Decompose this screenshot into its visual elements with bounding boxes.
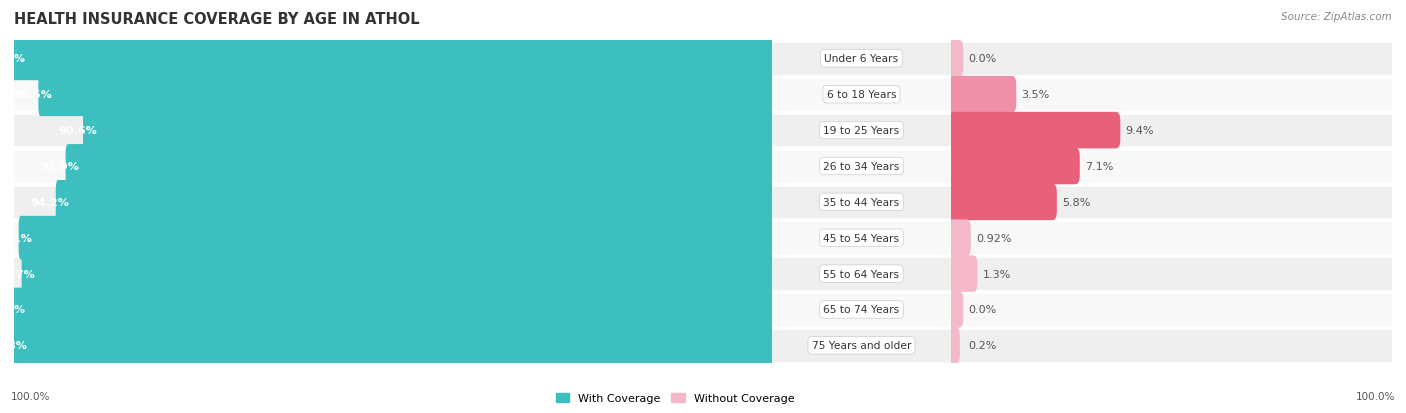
FancyBboxPatch shape [948, 41, 963, 78]
Text: 19 to 25 Years: 19 to 25 Years [824, 126, 900, 136]
Bar [950, 44, 1392, 74]
Text: 26 to 34 Years: 26 to 34 Years [824, 161, 900, 171]
FancyBboxPatch shape [56, 180, 775, 224]
FancyBboxPatch shape [66, 145, 775, 188]
Text: 90.6%: 90.6% [58, 126, 97, 136]
Text: 75 Years and older: 75 Years and older [811, 341, 911, 351]
FancyBboxPatch shape [948, 327, 960, 364]
Bar [950, 152, 1392, 182]
Text: Under 6 Years: Under 6 Years [824, 54, 898, 64]
Bar [950, 116, 1392, 146]
Text: 7.1%: 7.1% [1085, 161, 1114, 171]
Text: 65 to 74 Years: 65 to 74 Years [824, 305, 900, 315]
FancyBboxPatch shape [11, 288, 775, 332]
Bar [14, 187, 772, 218]
Text: 55 to 64 Years: 55 to 64 Years [824, 269, 900, 279]
Text: 0.2%: 0.2% [969, 341, 997, 351]
FancyBboxPatch shape [13, 324, 775, 368]
Text: 92.9%: 92.9% [41, 161, 79, 171]
Bar [772, 187, 950, 218]
Bar [950, 187, 1392, 218]
Text: 0.92%: 0.92% [976, 233, 1011, 243]
Text: 1.3%: 1.3% [983, 269, 1011, 279]
Bar [14, 294, 772, 325]
FancyBboxPatch shape [948, 77, 1017, 113]
FancyBboxPatch shape [948, 112, 1121, 149]
Bar [772, 223, 950, 254]
Bar [772, 152, 950, 182]
Bar [950, 259, 1392, 289]
Text: 99.1%: 99.1% [0, 233, 32, 243]
Bar [14, 223, 772, 254]
Bar [950, 80, 1392, 110]
Bar [14, 80, 772, 110]
FancyBboxPatch shape [38, 73, 775, 117]
Text: 100.0%: 100.0% [11, 392, 51, 401]
Text: 100.0%: 100.0% [1355, 392, 1395, 401]
Text: 9.4%: 9.4% [1126, 126, 1154, 136]
Text: 45 to 54 Years: 45 to 54 Years [824, 233, 900, 243]
Bar [14, 116, 772, 146]
Text: 100.0%: 100.0% [0, 305, 25, 315]
Text: 100.0%: 100.0% [0, 54, 25, 64]
Bar [14, 44, 772, 74]
FancyBboxPatch shape [948, 292, 963, 328]
Bar [950, 330, 1392, 361]
Bar [950, 223, 1392, 254]
Legend: With Coverage, Without Coverage: With Coverage, Without Coverage [551, 388, 799, 408]
FancyBboxPatch shape [948, 256, 977, 292]
FancyBboxPatch shape [21, 252, 775, 296]
Text: Source: ZipAtlas.com: Source: ZipAtlas.com [1281, 12, 1392, 22]
Bar [772, 330, 950, 361]
Bar [772, 116, 950, 146]
Bar [772, 259, 950, 289]
Text: HEALTH INSURANCE COVERAGE BY AGE IN ATHOL: HEALTH INSURANCE COVERAGE BY AGE IN ATHO… [14, 12, 419, 27]
Text: 0.0%: 0.0% [969, 305, 997, 315]
Text: 3.5%: 3.5% [1022, 90, 1050, 100]
Bar [14, 152, 772, 182]
FancyBboxPatch shape [83, 109, 775, 153]
FancyBboxPatch shape [11, 37, 775, 81]
Bar [772, 294, 950, 325]
FancyBboxPatch shape [18, 216, 775, 260]
Bar [950, 294, 1392, 325]
Bar [14, 259, 772, 289]
FancyBboxPatch shape [948, 220, 970, 256]
Bar [14, 330, 772, 361]
Bar [772, 44, 950, 74]
FancyBboxPatch shape [948, 184, 1057, 221]
Text: 99.8%: 99.8% [0, 341, 27, 351]
Text: 35 to 44 Years: 35 to 44 Years [824, 197, 900, 207]
Text: 5.8%: 5.8% [1062, 197, 1091, 207]
Text: 98.7%: 98.7% [0, 269, 35, 279]
Text: 96.5%: 96.5% [13, 90, 52, 100]
Text: 0.0%: 0.0% [969, 54, 997, 64]
Bar [772, 80, 950, 110]
Text: 6 to 18 Years: 6 to 18 Years [827, 90, 896, 100]
Text: 94.2%: 94.2% [31, 197, 69, 207]
FancyBboxPatch shape [948, 148, 1080, 185]
